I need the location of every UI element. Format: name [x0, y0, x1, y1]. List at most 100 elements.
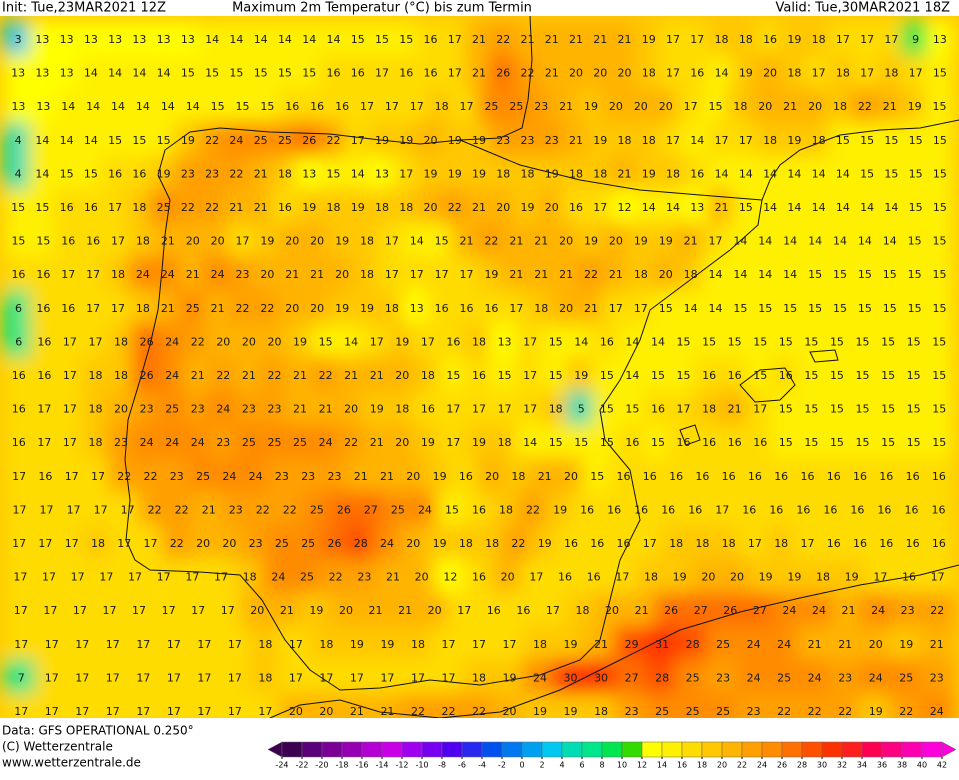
temperature-cell: [339, 659, 375, 698]
temperature-value: 21: [293, 403, 307, 416]
temperature-cell: [464, 357, 494, 395]
temperature-cell: [797, 659, 832, 698]
temperature-value: 14: [278, 33, 292, 46]
temperature-value: 19: [538, 537, 552, 550]
temperature-value: 15: [933, 268, 947, 281]
temperature-cell: [76, 21, 106, 59]
temperature-value: 20: [114, 403, 128, 416]
temperature-cell: [246, 21, 275, 59]
temperature-value: 16: [823, 503, 837, 516]
temperature-cell: [725, 222, 755, 261]
temperature-cell: [370, 659, 405, 698]
temperature-value: 20: [415, 571, 429, 584]
scale-tick-label: 42: [937, 761, 947, 770]
temperature-value: 15: [254, 67, 268, 80]
temperature-value: 22: [808, 705, 822, 718]
temperature-cell: [343, 54, 372, 93]
temperature-value: 23: [249, 537, 263, 550]
temperature-cell: [118, 558, 152, 597]
temperature-cell: [720, 558, 754, 597]
temperature-cell: [125, 122, 154, 160]
temperature-cell: [668, 323, 699, 362]
temperature-cell: [683, 54, 712, 93]
temperature-value: 25: [391, 503, 405, 516]
temperature-cell: [30, 458, 61, 496]
temperature-cell: [392, 155, 421, 194]
temperature-cell: [248, 626, 283, 664]
scale-tick-label: 10: [617, 761, 627, 770]
temperature-value: 21: [609, 268, 623, 281]
temperature-value: 17: [167, 671, 181, 684]
temperature-value: 14: [84, 67, 98, 80]
temperature-cell: [4, 155, 33, 194]
temperature-cell: [755, 122, 785, 160]
temperature-value: 16: [904, 503, 918, 516]
temperature-cell: [95, 693, 131, 718]
temperature-value: 18: [91, 537, 105, 550]
temperature-cell: [270, 122, 300, 160]
temperature-value: 16: [827, 537, 841, 550]
temperature-cell: [424, 525, 455, 563]
temperature-value: 21: [285, 268, 299, 281]
temperature-cell: [327, 256, 357, 294]
temperature-value: 14: [808, 235, 822, 248]
scale-swatch: [561, 741, 583, 758]
temperature-cell: [586, 155, 615, 194]
temperature-cell: [259, 323, 290, 362]
temperature-cell: [106, 323, 136, 362]
temperature-cell: [28, 222, 58, 261]
temperature-value: 17: [75, 638, 89, 651]
temperature-value: 18: [326, 201, 340, 214]
temperature-value: 23: [716, 671, 730, 684]
scale-swatch: [801, 741, 823, 758]
temperature-value: 17: [67, 503, 81, 516]
temperature-value: 26: [140, 369, 154, 382]
temperature-cell: [246, 54, 275, 93]
temperature-cell: [28, 54, 57, 93]
temperature-value: 25: [242, 436, 256, 449]
temperature-cell: [4, 122, 33, 160]
temperature-cell: [489, 357, 520, 395]
temperature-cell: [310, 390, 341, 429]
temperature-cell: [128, 88, 158, 126]
temperature-cell: [822, 357, 852, 395]
temperature-value: 17: [523, 369, 537, 382]
temperature-cell: [55, 357, 85, 395]
temperature-value: 19: [503, 671, 517, 684]
temperature-cell: [489, 424, 520, 462]
temperature-value: 21: [534, 268, 548, 281]
temperature-cell: [828, 189, 857, 227]
temperature-cell: [126, 626, 161, 664]
copyright: (C) Wetterzentrale: [2, 740, 113, 754]
temperature-value: 27: [753, 604, 767, 617]
temperature-value: 16: [310, 100, 324, 113]
temperature-value: 22: [930, 604, 944, 617]
temperature-value: 14: [763, 201, 777, 214]
temperature-cell: [76, 122, 106, 160]
temperature-value: 15: [549, 369, 563, 382]
temperature-cell: [409, 491, 441, 530]
temperature-value: 25: [899, 671, 913, 684]
temperature-value: 15: [375, 33, 389, 46]
temperature-value: 15: [574, 436, 588, 449]
temperature-cell: [614, 693, 649, 718]
temperature-cell: [719, 424, 750, 462]
temperature-cell: [182, 390, 213, 429]
temperature-cell: [400, 659, 436, 698]
temperature-cell: [214, 525, 245, 563]
temperature-value: 15: [278, 67, 292, 80]
temperature-value: 14: [136, 100, 150, 113]
temperature-cell: [361, 357, 392, 395]
temperature-value: 19: [448, 134, 462, 147]
temperature-cell: [438, 390, 469, 429]
temperature-cell: [713, 525, 744, 563]
temperature-value: 16: [800, 470, 814, 483]
temperature-value: 20: [564, 470, 578, 483]
temperature-cell: [536, 592, 570, 630]
temperature-cell: [181, 592, 215, 630]
temperature-cell: [852, 122, 882, 160]
temperature-cell: [367, 189, 397, 227]
temperature-cell: [643, 390, 673, 429]
temperature-value: 16: [351, 67, 365, 80]
temperature-value: 19: [484, 268, 498, 281]
